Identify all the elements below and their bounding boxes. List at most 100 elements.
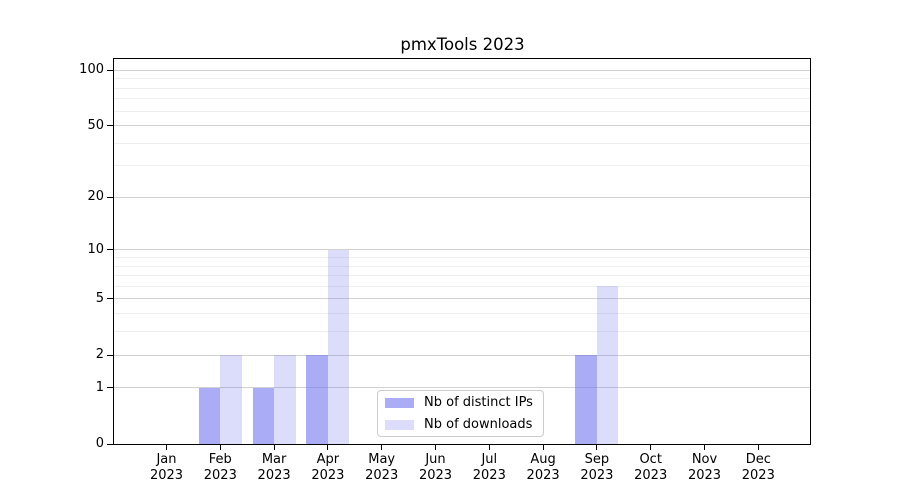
x-axis-tick	[327, 445, 329, 450]
x-axis-tick-label: Mar 2023	[246, 452, 302, 483]
y-axis-tick	[107, 443, 114, 445]
gridline-minor	[114, 98, 810, 100]
y-axis-tick	[107, 387, 114, 389]
x-label-year: 2023	[472, 467, 506, 483]
gridline-minor	[114, 331, 810, 333]
y-axis-tick	[107, 354, 114, 356]
gridline-minor	[114, 110, 810, 112]
x-label-year: 2023	[580, 467, 614, 483]
gridline-minor	[114, 165, 810, 167]
x-label-year: 2023	[687, 467, 722, 483]
x-axis-tick	[435, 445, 436, 450]
gridline-minor	[114, 313, 810, 315]
gridline-major	[114, 298, 810, 300]
x-axis-tick-label: Apr 2023	[300, 452, 356, 483]
y-axis-tick-label: 2	[95, 347, 104, 363]
legend: Nb of distinct IPs Nb of downloads	[377, 390, 544, 437]
x-axis-tick-label: Jun 2023	[408, 452, 464, 483]
legend-entry-distinct-ips: Nb of distinct IPs	[385, 394, 536, 412]
y-axis-tick	[107, 69, 114, 71]
y-axis-tick-label: 100	[79, 62, 104, 78]
x-axis-tick	[381, 445, 383, 450]
bar-distinct-ips	[252, 387, 275, 444]
x-axis-tick-label: Sep 2023	[569, 452, 625, 483]
x-axis-tick-label: Nov 2023	[677, 452, 733, 483]
y-axis-tick-label: 10	[87, 241, 104, 257]
chart-title: pmxTools 2023	[400, 35, 525, 54]
x-axis-tick	[273, 445, 275, 450]
x-label-month: Feb	[208, 452, 232, 467]
x-label-month: Jul	[481, 452, 498, 467]
y-axis-tick-label: 5	[95, 290, 104, 306]
x-label-year: 2023	[526, 467, 560, 483]
x-label-month: Apr	[316, 452, 340, 467]
y-axis-tick-label: 20	[87, 189, 104, 205]
x-label-month: Oct	[639, 452, 662, 467]
x-label-year: 2023	[311, 467, 345, 483]
x-label-month: Mar	[261, 452, 287, 467]
y-axis-tick-label: 50	[87, 117, 104, 133]
x-axis-tick	[219, 445, 221, 450]
x-axis-tick	[542, 445, 544, 450]
gridline-minor	[114, 265, 810, 267]
gridline-minor	[114, 257, 810, 258]
x-axis-tick	[704, 445, 705, 450]
gridline-minor	[114, 142, 810, 144]
x-axis-tick-label: Aug 2023	[515, 452, 571, 483]
bar-distinct-ips	[198, 387, 221, 444]
x-label-month: May	[368, 452, 396, 467]
gridline-minor	[114, 285, 810, 287]
gridline-minor	[114, 275, 810, 277]
x-axis-tick-label: Feb 2023	[192, 452, 248, 483]
gridline-major	[114, 125, 810, 127]
bar-downloads	[274, 355, 296, 444]
gridline-major	[114, 249, 810, 251]
legend-entry-downloads: Nb of downloads	[385, 416, 536, 434]
x-axis-tick-label: Dec 2023	[730, 452, 786, 483]
bar-distinct-ips	[575, 355, 597, 444]
gridline-major	[114, 387, 810, 389]
y-axis-tick-label: 1	[95, 379, 104, 395]
x-label-year: 2023	[203, 467, 237, 483]
bar-downloads	[596, 286, 619, 444]
y-axis-tick	[107, 249, 114, 251]
x-axis-tick-label: May 2023	[354, 452, 410, 483]
y-axis-tick	[107, 298, 114, 300]
gridline-minor	[114, 78, 810, 80]
x-label-year: 2023	[418, 467, 453, 483]
x-label-month: Aug	[530, 452, 556, 467]
x-axis-tick-label: Jul 2023	[461, 452, 517, 483]
x-label-year: 2023	[365, 467, 399, 483]
legend-label-downloads: Nb of downloads	[424, 417, 533, 432]
x-axis-tick	[757, 445, 759, 450]
legend-label-distinct-ips: Nb of distinct IPs	[424, 395, 533, 410]
gridline-major	[114, 69, 810, 71]
x-axis-tick	[596, 445, 598, 450]
gridline-major	[114, 196, 810, 198]
x-label-month: Dec	[745, 452, 771, 467]
legend-swatch-distinct-ips	[385, 397, 414, 408]
x-label-year: 2023	[257, 467, 291, 483]
bar-distinct-ips	[306, 355, 328, 444]
x-label-year: 2023	[634, 467, 668, 483]
x-axis-tick	[488, 445, 490, 450]
y-axis-tick	[107, 125, 114, 127]
x-axis-tick-label: Oct 2023	[623, 452, 679, 483]
x-label-year: 2023	[149, 467, 184, 483]
x-axis-tick-label: Jan 2023	[139, 452, 195, 483]
y-axis-tick-label: 0	[95, 436, 104, 451]
x-label-month: Nov	[691, 452, 718, 467]
x-label-month: Jan	[156, 452, 177, 467]
legend-swatch-downloads	[385, 419, 414, 430]
x-axis-tick	[166, 445, 167, 450]
x-label-year: 2023	[741, 467, 775, 483]
bar-downloads	[220, 355, 242, 444]
y-axis-tick	[107, 196, 114, 198]
x-axis-tick	[650, 445, 652, 450]
x-label-month: Sep	[584, 452, 610, 467]
gridline-major	[114, 354, 810, 356]
x-label-month: Jun	[425, 452, 446, 467]
bar-downloads	[327, 249, 350, 444]
gridline-minor	[114, 87, 810, 89]
